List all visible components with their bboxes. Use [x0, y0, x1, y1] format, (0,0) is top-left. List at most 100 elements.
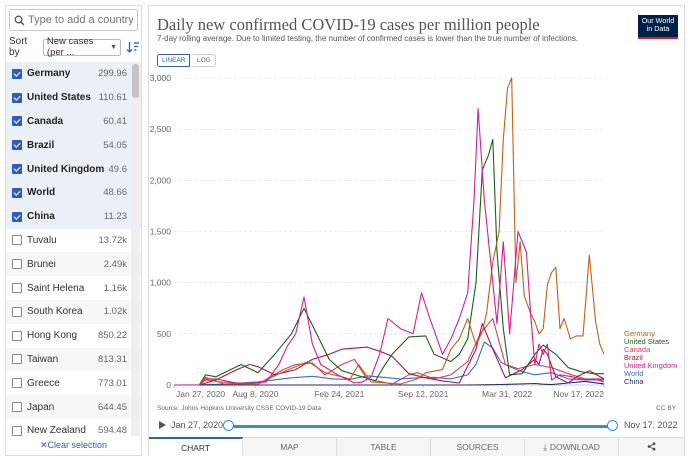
logo-line-1: Our World: [641, 16, 675, 25]
country-name: United Kingdom: [27, 163, 105, 175]
country-checkbox[interactable]: [12, 425, 22, 436]
country-name: South Korea: [27, 306, 83, 318]
country-row[interactable]: Canada 60.41: [6, 109, 141, 134]
country-checkbox[interactable]: [12, 306, 22, 317]
country-name: Germany: [27, 68, 71, 80]
chart-title: Daily new confirmed COVID-19 cases per m…: [157, 15, 540, 34]
country-list: Germany 299.96 United States 110.61 Canada 60…: [6, 62, 141, 436]
y-tick-label: 3,000: [150, 73, 172, 83]
clear-selection-link[interactable]: ✕Clear selection: [6, 440, 141, 451]
country-checkbox[interactable]: [12, 140, 22, 151]
legend-label: Canada: [624, 345, 651, 354]
country-search-box[interactable]: [9, 9, 138, 31]
country-name: Brunei: [27, 258, 56, 270]
country-checkbox[interactable]: [12, 330, 22, 341]
x-tick-label: Aug 8, 2020: [232, 389, 278, 399]
tab-sources[interactable]: SOURCES: [431, 438, 525, 456]
source-note: Source: Johns Hopkins University CSSE CO…: [157, 405, 322, 412]
country-value: 773.01: [97, 377, 127, 389]
country-checkbox[interactable]: [12, 116, 22, 127]
owid-logo[interactable]: Our World in Data: [638, 15, 678, 39]
series-line-canada: [174, 317, 604, 386]
country-checkbox[interactable]: [12, 164, 22, 175]
country-value: 299.96: [97, 68, 127, 80]
country-value: 850.22: [97, 330, 127, 342]
timeline-slider-track[interactable]: [229, 425, 612, 428]
scale-linear-button[interactable]: LINEAR: [157, 54, 191, 67]
country-value: 1.16k: [103, 282, 127, 294]
country-checkbox[interactable]: [12, 187, 22, 198]
country-row[interactable]: South Korea 1.02k: [6, 299, 141, 324]
country-name: World: [27, 187, 56, 199]
share-icon: [647, 441, 656, 453]
country-value: 644.45: [97, 401, 127, 413]
search-icon: [10, 15, 28, 26]
country-checkbox[interactable]: [12, 283, 22, 294]
y-tick-label: 1,000: [150, 278, 172, 288]
country-row[interactable]: Taiwan 813.31: [6, 347, 141, 372]
scrollbar-thumb[interactable]: [132, 64, 139, 98]
country-name: Saint Helena: [27, 282, 85, 294]
sort-label: Sort by: [9, 36, 28, 58]
y-tick-label: 1,500: [150, 227, 172, 237]
country-row[interactable]: United States 110.61: [6, 85, 141, 110]
country-row[interactable]: Brazil 54.05: [6, 133, 141, 158]
country-checkbox[interactable]: [12, 378, 22, 389]
country-list-scrollbar[interactable]: [131, 62, 140, 436]
series-line-china: [174, 380, 605, 386]
download-icon: ⤓: [543, 441, 547, 452]
timeline-end-label: Nov 17, 2022: [624, 420, 678, 430]
legend-label: United States: [624, 337, 669, 346]
country-checkbox[interactable]: [12, 402, 22, 413]
country-value: 13.72k: [98, 234, 127, 246]
country-row[interactable]: China 11.23: [6, 204, 141, 229]
license-label[interactable]: CC BY: [656, 405, 676, 412]
timeline-start-handle[interactable]: [223, 420, 234, 431]
country-name: New Zealand: [27, 425, 86, 436]
tab-chart[interactable]: CHART: [149, 437, 243, 456]
country-value: 1.02k: [103, 306, 127, 318]
share-button[interactable]: [619, 438, 684, 456]
legend-label: Germany: [624, 329, 655, 338]
country-row[interactable]: World 48.66: [6, 180, 141, 205]
sort-select[interactable]: New cases (per ... ▼: [42, 36, 121, 58]
tab-table[interactable]: TABLE: [337, 438, 431, 456]
x-tick-label: Sep 12, 2021: [398, 389, 449, 399]
country-checkbox[interactable]: [12, 211, 22, 222]
country-row[interactable]: Brunei 2.49k: [6, 252, 141, 277]
tab-download[interactable]: ⤓ DOWNLOAD: [525, 438, 619, 456]
chevron-down-icon: ▼: [110, 43, 117, 51]
series-line-world: [173, 341, 604, 386]
country-checkbox[interactable]: [12, 259, 22, 270]
country-row[interactable]: Germany 299.96: [6, 62, 141, 86]
country-value: 2.49k: [103, 258, 127, 270]
country-checkbox[interactable]: [12, 68, 22, 79]
timeline-end-handle[interactable]: [607, 420, 618, 431]
y-tick-label: 0: [166, 380, 171, 390]
legend-label: World: [624, 369, 643, 378]
sort-select-value: New cases (per ...: [46, 36, 94, 58]
country-row[interactable]: Hong Kong 850.22: [6, 324, 141, 348]
country-checkbox[interactable]: [12, 235, 22, 246]
country-row[interactable]: United Kingdom 49.6: [6, 157, 141, 181]
country-row[interactable]: New Zealand 594.48: [6, 419, 141, 436]
country-row[interactable]: Japan 644.45: [6, 395, 141, 419]
scale-log-button[interactable]: LOG: [193, 54, 216, 67]
tab-map[interactable]: MAP: [243, 438, 337, 456]
legend-label: United Kingdom: [624, 361, 677, 370]
country-name: China: [27, 211, 55, 223]
country-row[interactable]: Greece 773.01: [6, 371, 141, 395]
country-name: Brazil: [27, 139, 55, 151]
play-icon[interactable]: [159, 421, 166, 429]
country-value: 813.31: [97, 353, 127, 365]
country-checkbox[interactable]: [12, 354, 22, 365]
country-search-input[interactable]: [28, 14, 133, 26]
country-checkbox[interactable]: [12, 92, 22, 103]
view-tabs: CHART MAP TABLE SOURCES ⤓ DOWNLOAD: [149, 437, 684, 456]
country-row[interactable]: Tuvalu 13.72k: [6, 229, 141, 253]
clear-selection-label: Clear selection: [47, 440, 108, 450]
country-row[interactable]: Saint Helena 1.16k: [6, 276, 141, 300]
sort-direction-icon[interactable]: [126, 40, 140, 54]
country-name: Japan: [27, 401, 55, 413]
